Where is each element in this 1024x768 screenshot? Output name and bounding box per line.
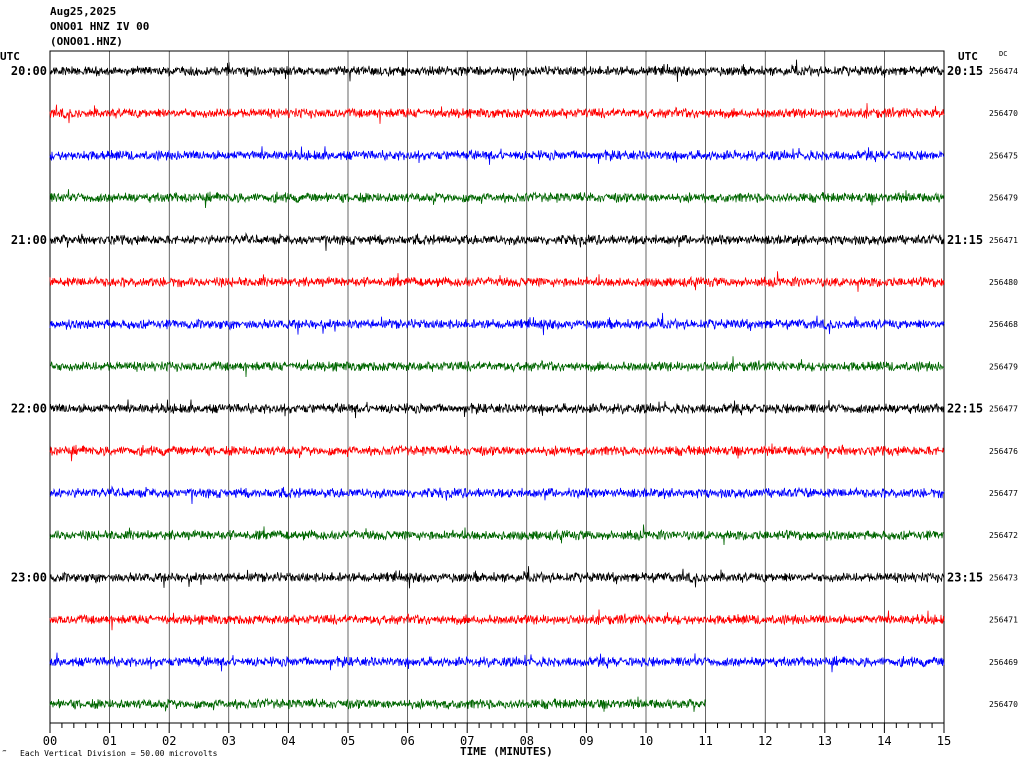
row-dc-value: 256470 (989, 109, 1018, 118)
row-start-time-label: 22:00 (11, 402, 47, 416)
corner-mark: ‴ (2, 749, 7, 758)
row-dc-value: 256469 (989, 658, 1018, 667)
seismic-trace (49, 524, 945, 546)
row-dc-value: 256477 (989, 405, 1018, 414)
plot-date: Aug25,2025 (50, 5, 117, 18)
x-tick-label: 08 (520, 734, 534, 748)
utc-right-label: UTC (958, 50, 978, 63)
dc-label: DC (999, 50, 1008, 58)
row-dc-value: 256472 (989, 531, 1018, 540)
x-tick-label: 06 (400, 734, 414, 748)
seismic-trace (49, 609, 945, 631)
seismic-trace (49, 312, 945, 336)
seismic-trace (49, 652, 945, 673)
x-tick-label: 14 (877, 734, 891, 748)
vertical-scale-note: Each Vertical Division = 50.00 microvolt… (20, 749, 218, 758)
row-start-time-label: 20:00 (11, 64, 47, 78)
x-tick-label: 00 (43, 734, 57, 748)
x-tick-label: 03 (222, 734, 236, 748)
x-tick-label: 02 (162, 734, 176, 748)
seismic-trace (49, 566, 945, 589)
x-tick-label: 12 (758, 734, 772, 748)
row-dc-value: 256471 (989, 616, 1018, 625)
row-dc-value: 256473 (989, 573, 1018, 582)
seismic-trace (49, 485, 945, 505)
row-dc-value: 256477 (989, 489, 1018, 498)
row-dc-value: 256471 (989, 236, 1018, 245)
row-end-time-label: 21:15 (947, 233, 983, 247)
seismic-trace (49, 271, 945, 292)
seismic-trace (49, 696, 706, 712)
utc-left-label: UTC (0, 50, 20, 63)
row-dc-value: 256480 (989, 278, 1018, 287)
seismic-trace (49, 399, 945, 419)
x-tick-label: 10 (639, 734, 653, 748)
seismic-trace (49, 59, 945, 82)
row-dc-value: 256475 (989, 151, 1018, 160)
row-dc-value: 256476 (989, 447, 1018, 456)
x-tick-label: 04 (281, 734, 295, 748)
seismic-trace (49, 356, 945, 378)
row-dc-value: 256468 (989, 320, 1018, 329)
seismic-trace (49, 189, 945, 209)
seismic-trace (49, 232, 945, 251)
x-tick-label: 13 (818, 734, 832, 748)
x-axis-label: TIME (MINUTES) (460, 745, 553, 758)
x-tick-label: 05 (341, 734, 355, 748)
row-start-time-label: 23:00 (11, 570, 47, 584)
seismic-trace (49, 443, 945, 462)
x-tick-label: 01 (102, 734, 116, 748)
x-tick-label: 09 (579, 734, 593, 748)
seismic-trace (49, 146, 945, 165)
row-end-time-label: 22:15 (947, 402, 983, 416)
seismic-trace (49, 103, 945, 124)
row-start-time-label: 21:00 (11, 233, 47, 247)
row-dc-value: 256470 (989, 700, 1018, 709)
row-dc-value: 256479 (989, 194, 1018, 203)
row-end-time-label: 23:15 (947, 570, 983, 584)
channel-title: (ONO01.HNZ) (50, 35, 123, 48)
x-tick-label: 11 (698, 734, 712, 748)
x-tick-label: 07 (460, 734, 474, 748)
row-end-time-label: 20:15 (947, 64, 983, 78)
row-dc-value: 256474 (989, 67, 1018, 76)
row-dc-value: 256479 (989, 362, 1018, 371)
x-tick-label: 15 (937, 734, 951, 748)
station-title: ONO01 HNZ IV 00 (50, 20, 150, 33)
